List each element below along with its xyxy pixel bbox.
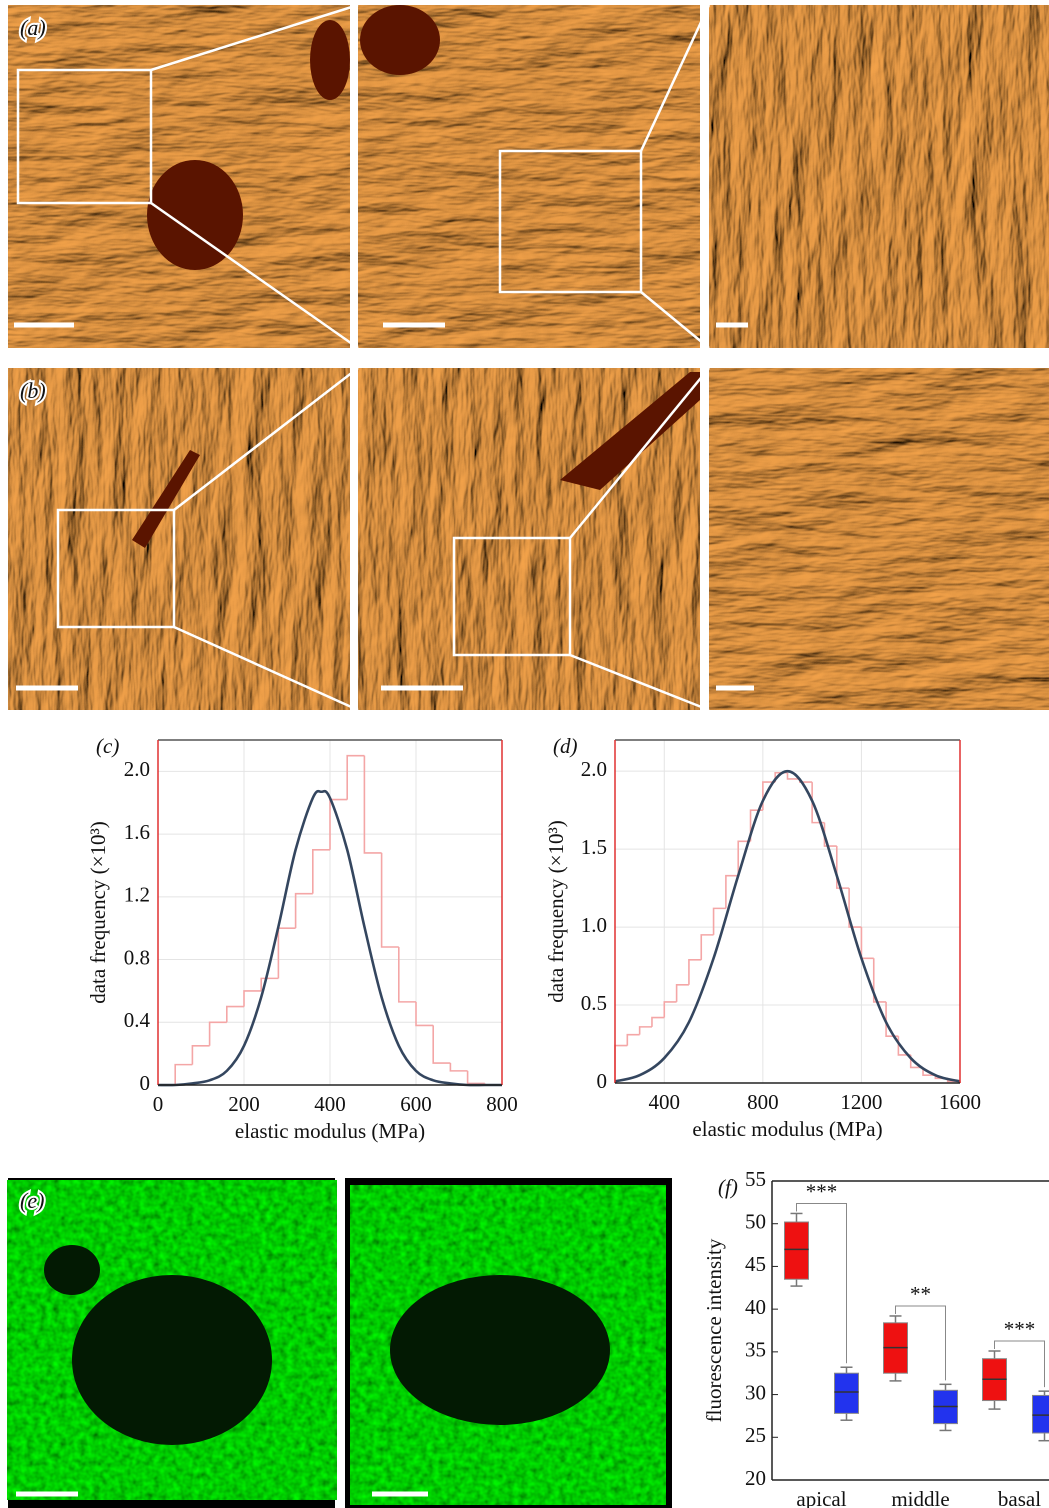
y-tick-label: 1.6	[124, 820, 150, 844]
x-tick-label: apical	[796, 1487, 846, 1508]
y-tick-label: 30	[745, 1380, 766, 1404]
histogram-bin	[227, 1007, 244, 1023]
afm-images-a	[8, 5, 1049, 348]
box	[835, 1373, 859, 1413]
histogram-bin	[677, 985, 689, 1002]
panel-label: (f)	[718, 1175, 738, 1199]
histogram-bin	[296, 894, 313, 929]
y-tick-label: 0	[597, 1069, 608, 1093]
x-tick-label: 400	[649, 1090, 681, 1114]
y-tick-label: 20	[745, 1466, 766, 1490]
box	[1033, 1395, 1049, 1433]
y-tick-label: 2.0	[124, 757, 150, 781]
histogram-bin	[278, 928, 295, 978]
y-tick-label: 1.0	[581, 913, 607, 937]
y-tick-label: 0.4	[124, 1008, 151, 1032]
x-tick-label: 200	[228, 1092, 260, 1116]
histogram-bin	[468, 1071, 485, 1084]
histogram-bin	[313, 850, 330, 894]
y-axis-label: data frequency (×10³)	[86, 821, 110, 1004]
y-axis-label: fluorescence intensity	[702, 1238, 726, 1422]
histogram-bin	[652, 1018, 664, 1027]
panel-label: (a)	[20, 15, 46, 40]
histogram-bin	[347, 756, 364, 800]
histogram-bin	[701, 935, 713, 960]
y-tick-label: 0	[140, 1071, 151, 1095]
significance-label: ***	[1004, 1317, 1036, 1341]
histogram-bin	[664, 1002, 676, 1018]
histogram-bin	[640, 1027, 652, 1035]
y-tick-label: 35	[745, 1338, 766, 1362]
histogram-bin	[689, 960, 701, 985]
histogram-bin	[450, 1063, 467, 1071]
x-axis-label: elastic modulus (MPa)	[235, 1119, 425, 1143]
y-tick-label: 1.2	[124, 883, 150, 907]
y-tick-label: 50	[745, 1210, 766, 1234]
x-tick-label: 0	[153, 1092, 164, 1116]
x-tick-label: 800	[486, 1092, 518, 1116]
y-axis-label: data frequency (×10³)	[544, 820, 568, 1003]
y-tick-label: 40	[745, 1295, 766, 1319]
histogram-bin	[364, 756, 381, 853]
y-tick-label: 0.8	[124, 945, 150, 969]
fluorescence-images	[7, 1178, 672, 1508]
x-tick-label: 1600	[939, 1090, 981, 1114]
x-tick-label: middle	[891, 1487, 949, 1508]
x-tick-label: 400	[314, 1092, 346, 1116]
histogram-bin	[175, 1065, 192, 1085]
x-axis-label: elastic modulus (MPa)	[692, 1117, 882, 1141]
y-tick-label: 1.5	[581, 835, 607, 859]
afm-images-b	[8, 368, 1049, 710]
y-tick-label: 2.0	[581, 757, 607, 781]
box	[785, 1222, 809, 1279]
figure: (a) (b) (e) 020040060080000.40.81.21.62.…	[0, 0, 1049, 1508]
panel-label: (b)	[20, 378, 46, 403]
x-tick-label: 600	[400, 1092, 432, 1116]
y-tick-label: 55	[745, 1167, 766, 1191]
histogram-bin	[627, 1035, 639, 1046]
histogram-bin	[615, 1046, 627, 1083]
y-tick-label: 45	[745, 1252, 766, 1276]
histogram-bin	[210, 1022, 227, 1046]
x-tick-label: 800	[747, 1090, 779, 1114]
x-tick-label: 1200	[840, 1090, 882, 1114]
y-tick-label: 0.5	[581, 991, 607, 1015]
x-tick-label: basal	[998, 1487, 1041, 1508]
significance-label: ***	[806, 1179, 838, 1203]
panel-label: (e)	[20, 1188, 44, 1213]
panel-label: (c)	[96, 734, 119, 758]
significance-label: **	[910, 1282, 931, 1306]
histogram-bin	[861, 927, 873, 958]
fit-curve	[615, 771, 960, 1081]
y-tick-label: 25	[745, 1423, 766, 1447]
histogram-bin	[192, 1046, 209, 1065]
panel-label: (d)	[553, 734, 578, 758]
histogram-bin	[382, 853, 399, 947]
histogram-bin	[399, 947, 416, 1002]
histogram-bin	[433, 1025, 450, 1063]
